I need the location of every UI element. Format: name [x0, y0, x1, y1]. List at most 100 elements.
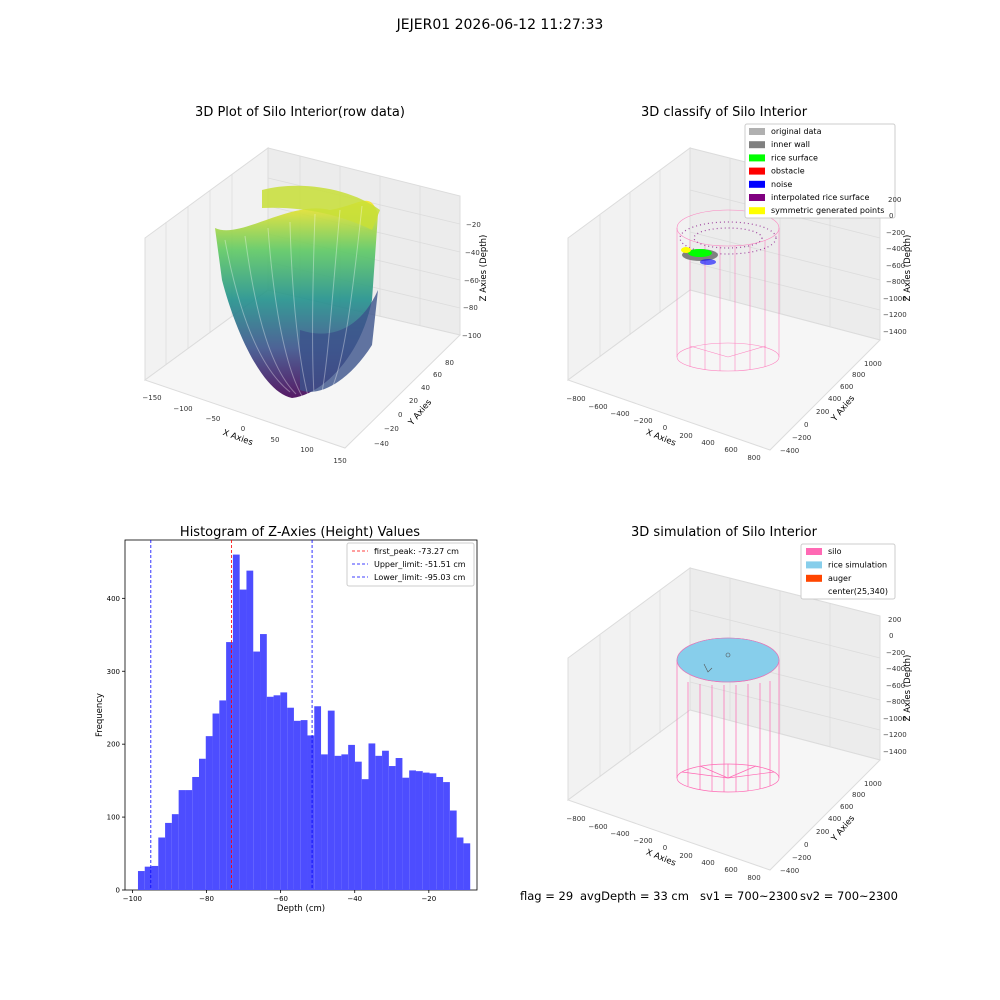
status-sv2: sv2 = 700~2300 [800, 889, 898, 903]
raw-ytick: −40 [374, 440, 389, 448]
hist-vlines [150, 540, 313, 890]
hist-bar [293, 720, 301, 890]
sim-ztick: 200 [888, 616, 901, 624]
classify-xtick: 600 [724, 446, 737, 454]
classify-ytick: 1000 [864, 360, 882, 368]
raw-xtick: 0 [241, 425, 245, 433]
hist-bar [429, 773, 437, 890]
legend-swatch [749, 154, 765, 162]
legend-label: Upper_limit: -51.51 cm [374, 560, 466, 569]
hist-bar [137, 871, 145, 890]
classify-ztick: −800 [886, 278, 905, 286]
sim-ytick: 200 [816, 828, 829, 836]
hist-bar [314, 706, 322, 890]
hist-ytick-label: 200 [107, 741, 120, 749]
classify-zlabel: Z Axies (Depth) [903, 235, 913, 302]
sim-ytick: 0 [804, 841, 808, 849]
legend-label: obstacle [771, 167, 805, 176]
classify-xtick: −400 [610, 410, 629, 418]
classify-plot-title: 3D classify of Silo Interior [641, 105, 808, 120]
hist-xtick-label: −80 [199, 895, 214, 903]
hist-xtick-label: −100 [123, 895, 142, 903]
hist-title: Histogram of Z-Axies (Height) Values [180, 525, 420, 540]
hist-bar [287, 707, 294, 890]
status-avg-depth: avgDepth = 33 cm [580, 889, 689, 903]
hist-bar [219, 700, 227, 890]
sim-ytick: 600 [840, 803, 853, 811]
classify-ytick: 400 [828, 395, 841, 403]
hist-bar [402, 777, 410, 890]
raw-plot-title: 3D Plot of Silo Interior(row data) [195, 105, 405, 120]
legend-swatch [749, 128, 765, 135]
legend-label: rice simulation [828, 560, 887, 569]
hist-bar [395, 758, 403, 890]
sim-xtick: 200 [679, 852, 692, 860]
sim-zlabel: Z Axies (Depth) [903, 655, 913, 722]
hist-bar [280, 692, 288, 890]
raw-ytick: 40 [421, 384, 430, 392]
sim-ztick: −1400 [883, 748, 907, 756]
hist-bar [436, 776, 444, 890]
hist-bar [348, 744, 355, 890]
hist-ytick-label: 400 [107, 595, 120, 603]
hist-legend [346, 542, 475, 587]
hist-bar [205, 736, 213, 890]
legend-swatch [806, 548, 822, 555]
classify-ytick: 600 [840, 383, 853, 391]
hist-bar [192, 776, 199, 890]
raw-xtick: 50 [271, 436, 280, 444]
legend-label: noise [771, 180, 792, 189]
hist-xtick-label: −40 [347, 895, 362, 903]
hist-bar [212, 713, 220, 890]
classify-ytick: −400 [780, 447, 799, 455]
hist-bar [260, 634, 267, 890]
hist-bar [151, 865, 159, 890]
sim-ytick: −400 [780, 867, 799, 875]
hist-bars [137, 554, 471, 890]
classify-xtick: 0 [663, 424, 667, 432]
sim-ytick: −200 [792, 854, 811, 862]
classify-ytick: 200 [816, 408, 829, 416]
legend-swatch [749, 141, 765, 149]
simulation-3d-plot: 3D simulation of Silo Interior [566, 525, 913, 882]
raw-xtick: 100 [300, 446, 313, 454]
hist-bar [354, 761, 362, 890]
raw-xtick: 150 [333, 457, 346, 465]
raw-ztick: −40 [465, 249, 480, 257]
hist-bar [368, 743, 376, 890]
hist-bar [239, 589, 247, 890]
raw-xtick: −150 [142, 394, 161, 402]
figure-title: JEJER01 2026-06-12 11:27:33 [396, 17, 604, 33]
hist-bar [409, 770, 416, 890]
raw-point-cloud [215, 185, 380, 398]
hist-bar [165, 822, 172, 890]
hist-xlabel: Depth (cm) [277, 904, 325, 914]
hist-ytick-label: 0 [116, 887, 120, 895]
classify-ztick: −1000 [883, 295, 907, 303]
hist-bar [198, 758, 206, 890]
hist-bar [449, 810, 457, 890]
raw-ztick: −60 [464, 277, 479, 285]
legend-swatch [749, 194, 765, 201]
legend-label: rice surface [771, 153, 818, 162]
raw-ztick: −100 [462, 332, 481, 340]
classify-ztick: −1400 [883, 328, 907, 336]
sim-xtick: −200 [633, 837, 652, 845]
hist-ylabel: Frequency [95, 693, 105, 737]
sim-xtick: −800 [566, 815, 585, 823]
classify-ztick: 0 [889, 212, 893, 220]
raw-xtick: −100 [173, 405, 192, 413]
hist-yticks: 0 100 200 300 400 [107, 595, 125, 895]
histogram-plot: Histogram of Z-Axies (Height) Values −10… [95, 525, 478, 914]
hist-bar [443, 782, 450, 890]
classify-floor-pane [566, 289, 881, 451]
classify-ztick: −200 [886, 229, 905, 237]
hist-bar [388, 766, 396, 890]
hist-bar [456, 837, 464, 890]
raw-xtick: −50 [206, 415, 221, 423]
hist-bar [226, 642, 233, 890]
legend-label: interpolated rice surface [771, 193, 869, 202]
hist-bar [171, 814, 179, 890]
legend-swatch [749, 167, 765, 175]
